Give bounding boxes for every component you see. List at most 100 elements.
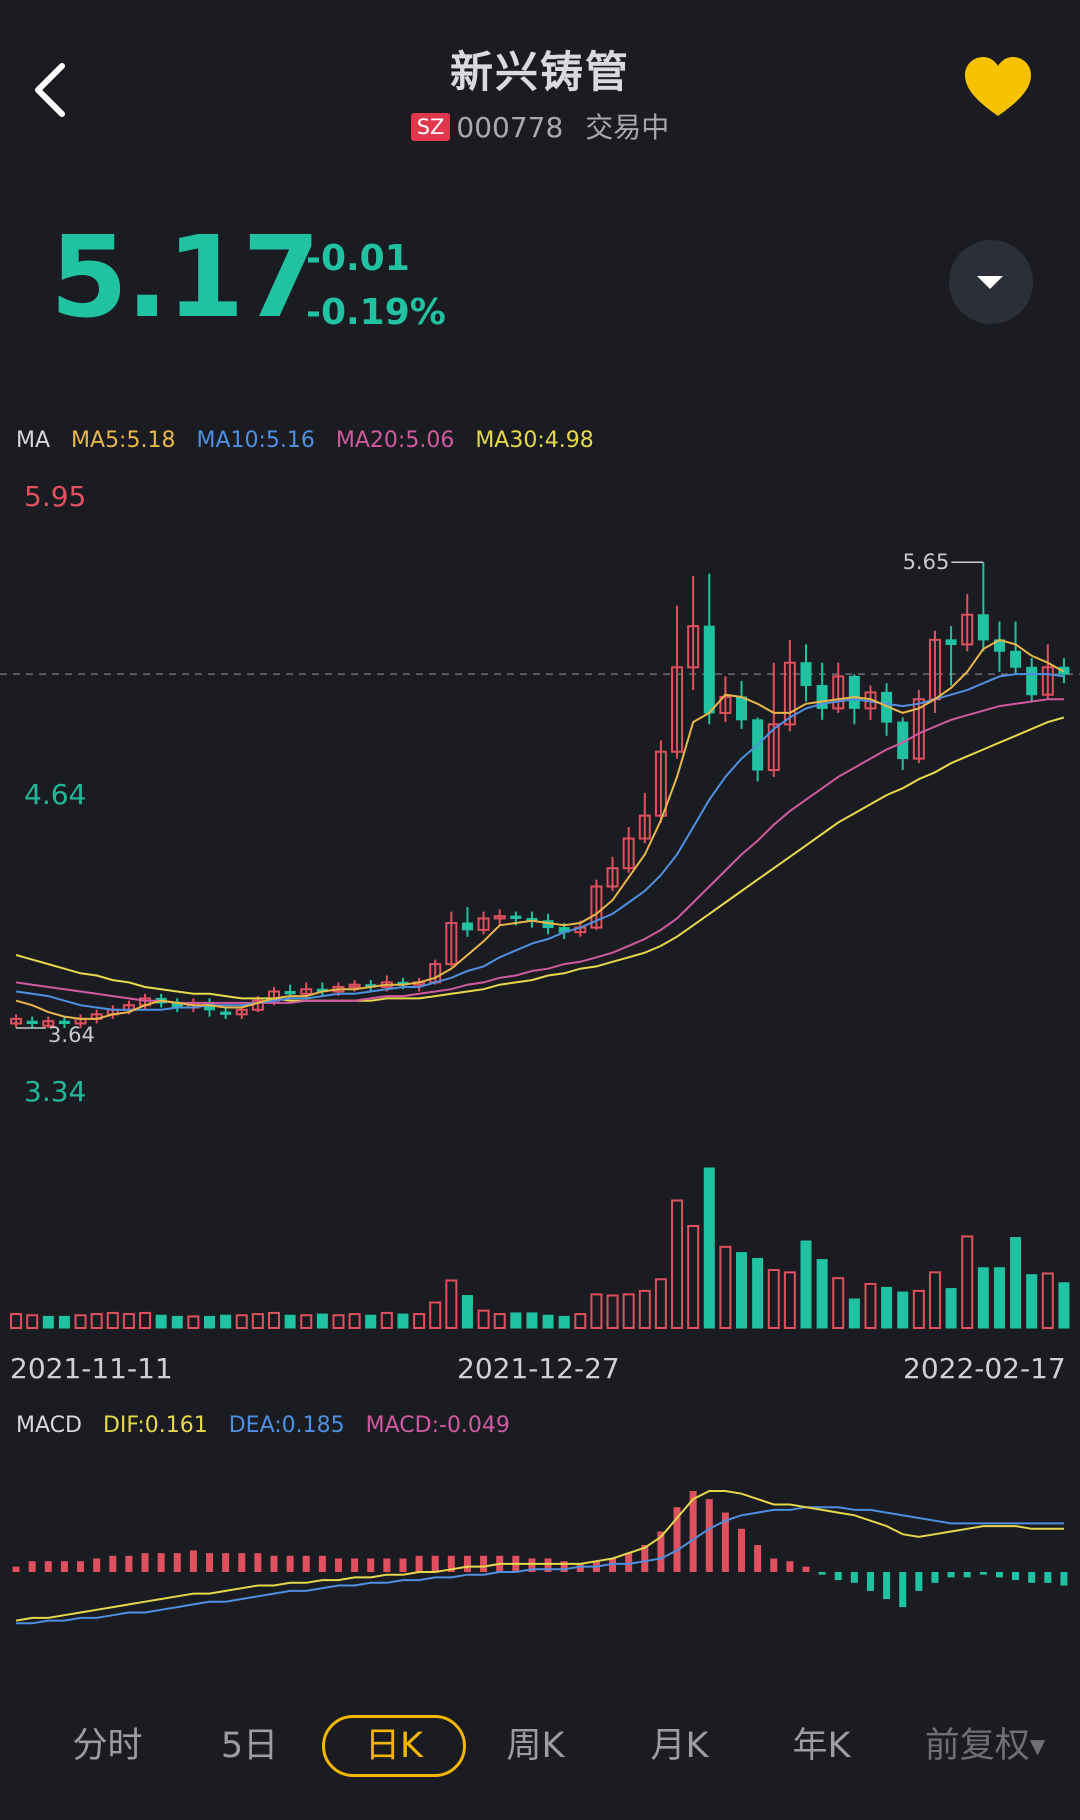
- volume-bar: [204, 1315, 216, 1329]
- macd-histogram-bar: [931, 1572, 939, 1583]
- volume-bar: [493, 1313, 506, 1330]
- tab-weekly-k[interactable]: 周K: [506, 1726, 565, 1766]
- macd-histogram-bar: [254, 1553, 262, 1572]
- candle-body: [719, 695, 732, 714]
- macd-histogram-bar: [173, 1553, 181, 1572]
- stock-code: 000778: [456, 111, 564, 144]
- volume-bar: [832, 1277, 845, 1329]
- macd-histogram-bar: [93, 1558, 101, 1572]
- favorite-button[interactable]: [963, 56, 1033, 120]
- candle-body: [767, 723, 780, 772]
- macd-histogram-bar: [77, 1561, 85, 1572]
- macd-histogram-bar: [28, 1561, 36, 1572]
- macd-histogram-bar: [834, 1572, 842, 1581]
- y-axis-min: 3.34: [24, 1075, 87, 1108]
- candle-body: [832, 675, 845, 710]
- x-label-end: 2022-02-17: [903, 1352, 1066, 1385]
- volume-bar: [510, 1312, 522, 1329]
- ma5-line: [15, 638, 1065, 1020]
- volume-bar: [445, 1279, 458, 1329]
- chevron-left-icon: [35, 63, 65, 117]
- trading-status: 交易中: [585, 111, 670, 144]
- volume-bar: [590, 1293, 603, 1330]
- volume-bar: [928, 1271, 941, 1329]
- volume-bar: [993, 1267, 1005, 1329]
- dif-line: [15, 1490, 1064, 1622]
- candle-body: [220, 1011, 232, 1015]
- volume-bar: [477, 1309, 490, 1329]
- candle-body: [977, 614, 989, 641]
- candle-body: [348, 983, 361, 988]
- candle-body: [42, 1020, 55, 1027]
- candle-body: [477, 917, 490, 931]
- volume-bar: [783, 1271, 796, 1329]
- macd-histogram-bar: [431, 1555, 439, 1572]
- macd-chart: [12, 1490, 1068, 1625]
- macd-histogram-bar: [786, 1561, 794, 1572]
- macd-histogram-bar: [657, 1531, 665, 1572]
- heart-icon: [965, 57, 1031, 116]
- volume-bar: [897, 1291, 909, 1329]
- macd-histogram-bar: [447, 1555, 455, 1572]
- macd-histogram-bar: [141, 1553, 149, 1572]
- candle-body: [300, 988, 313, 995]
- back-button[interactable]: [28, 60, 78, 120]
- macd-histogram-bar: [367, 1558, 375, 1572]
- macd-histogram-bar: [754, 1545, 762, 1572]
- volume-bar: [574, 1313, 587, 1330]
- volume-bar: [365, 1314, 377, 1329]
- macd-histogram-bar: [705, 1499, 713, 1572]
- macd-histogram-bar: [222, 1553, 230, 1572]
- volume-bar: [74, 1314, 87, 1330]
- macd-histogram-bar: [157, 1553, 165, 1572]
- volume-bar: [26, 1314, 39, 1330]
- candle-body: [736, 696, 748, 721]
- macd-histogram-bar: [463, 1555, 471, 1572]
- x-axis: 2021-11-11 2021-12-27 2022-02-17: [0, 1352, 1080, 1392]
- macd-histogram-bar: [947, 1572, 955, 1578]
- expand-quote-button[interactable]: [949, 240, 1033, 324]
- macd-histogram-bar: [802, 1566, 810, 1572]
- candle-body: [945, 639, 957, 645]
- ma30-line: [15, 716, 1065, 1002]
- volume-bar: [316, 1313, 328, 1329]
- macd-histogram-bar: [770, 1558, 778, 1572]
- current-price: 5.17: [50, 213, 320, 343]
- volume-bar: [1058, 1282, 1070, 1329]
- tab-daily-k[interactable]: 日K: [322, 1715, 466, 1777]
- volume-bar: [752, 1257, 764, 1329]
- ma20-value: MA20:5.06: [335, 428, 455, 453]
- candlestick-chart[interactable]: 5.65 3.64: [0, 480, 1080, 1100]
- tab-intraday[interactable]: 分时: [72, 1726, 143, 1766]
- volume-bar: [90, 1313, 103, 1330]
- tab-yearly-k[interactable]: 年K: [792, 1726, 851, 1766]
- candle-body: [1026, 666, 1038, 696]
- volume-bar: [687, 1224, 700, 1329]
- macd-value: MACD:-0.049: [365, 1413, 510, 1438]
- macd-histogram-bar: [915, 1572, 923, 1591]
- candle-body: [493, 915, 506, 920]
- x-label-mid: 2021-12-27: [457, 1352, 620, 1385]
- candle-body: [510, 915, 522, 919]
- volume-bar: [300, 1314, 313, 1330]
- tab-5day[interactable]: 5日: [220, 1726, 279, 1766]
- volume-bar: [622, 1293, 635, 1330]
- macd-histogram-bar: [673, 1507, 681, 1572]
- change-percent: -0.19%: [306, 292, 446, 333]
- volume-bar: [171, 1315, 183, 1329]
- macd-histogram-bar: [44, 1561, 52, 1572]
- tab-adjust-mode[interactable]: 前复权▼: [910, 1715, 1060, 1777]
- candle-body: [912, 698, 925, 760]
- volume-bar: [1041, 1272, 1054, 1329]
- low-annotation: 3.64: [48, 1023, 95, 1047]
- ma10-value: MA10:5.16: [196, 428, 315, 453]
- volume-bar: [397, 1313, 409, 1329]
- ma20-line: [15, 698, 1064, 1004]
- tab-monthly-k[interactable]: 月K: [650, 1726, 709, 1766]
- macd-histogram-bar: [318, 1555, 326, 1572]
- dea-line: [16, 1506, 1064, 1625]
- volume-bar: [638, 1289, 651, 1329]
- macd-histogram-bar: [850, 1572, 858, 1583]
- macd-histogram-bar: [206, 1553, 214, 1572]
- macd-histogram-bar: [60, 1561, 68, 1572]
